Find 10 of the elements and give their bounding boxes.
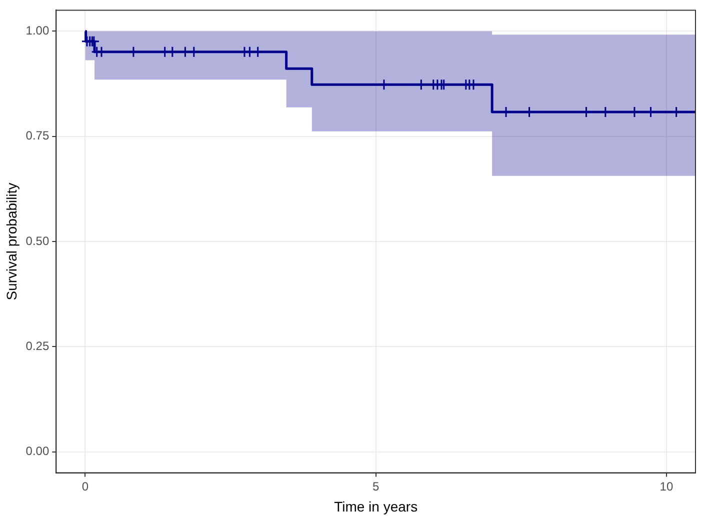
- x-tick-label: 0: [82, 479, 89, 494]
- y-axis-title: Survival probability: [3, 182, 20, 300]
- y-tick-label: 1.00: [26, 24, 50, 38]
- x-tick-label: 10: [660, 479, 674, 494]
- y-tick-label: 0.25: [26, 338, 50, 353]
- y-tick-label: 0.50: [26, 234, 50, 248]
- y-tick-label: 0.00: [26, 444, 50, 458]
- x-tick-label: 5: [372, 479, 380, 494]
- x-axis-title: Time in years: [334, 498, 418, 514]
- y-tick-label: 0.75: [26, 128, 50, 143]
